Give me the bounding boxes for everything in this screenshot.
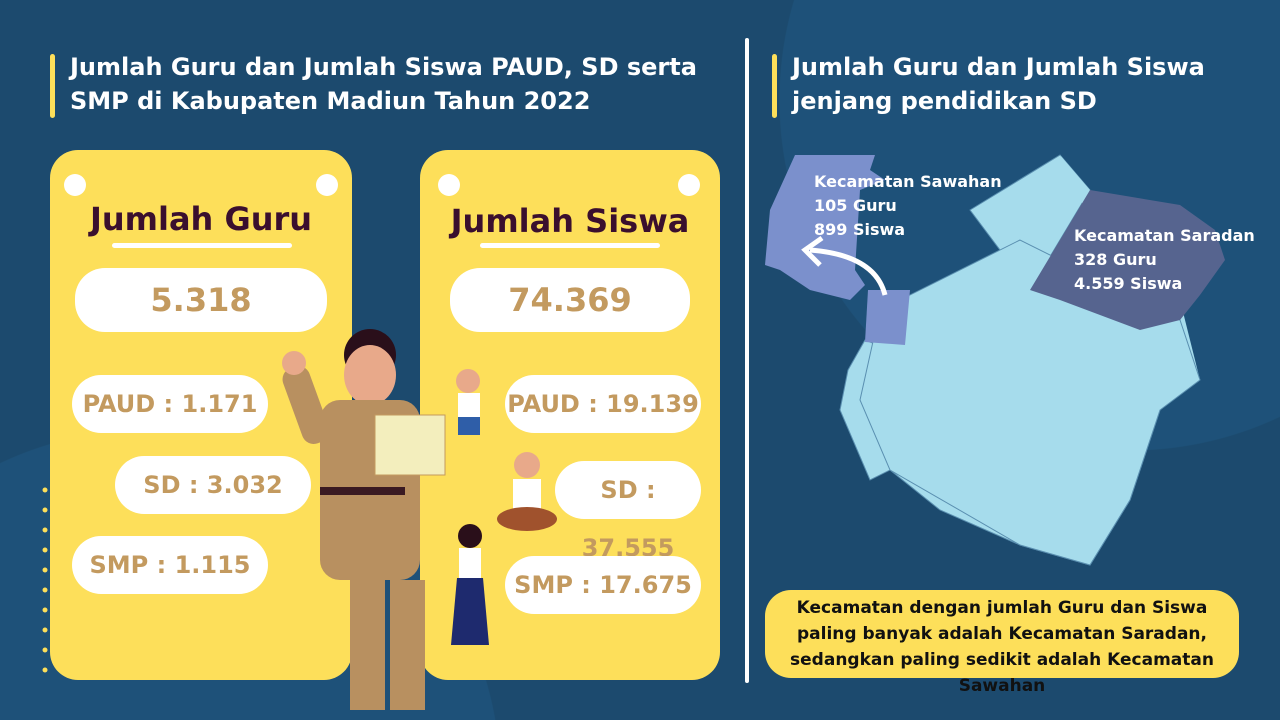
saradan-siswa: 4.559 Siswa: [1074, 274, 1183, 293]
siswa-sd: SD : 37.555: [555, 461, 701, 562]
card-hole: [438, 174, 460, 196]
sawahan-siswa: 899 Siswa: [814, 220, 906, 239]
divider: [745, 38, 749, 683]
saradan-name: Kecamatan Saradan: [1074, 226, 1255, 245]
dot: [42, 667, 48, 673]
siswa-title: Jumlah Siswa: [450, 202, 690, 240]
sawahan-name: Kecamatan Sawahan: [814, 172, 1002, 191]
underline: [480, 243, 660, 248]
guru-smp: SMP : 1.115: [72, 536, 268, 594]
dot: [42, 627, 48, 633]
sawahan-label: Kecamatan Sawahan 105 Guru 899 Siswa: [814, 170, 1002, 242]
arrow: [809, 247, 888, 296]
student-girl-illustration: [451, 524, 489, 645]
guru-card: Jumlah Guru 5.318 PAUD : 1.171 SD : 3.03…: [50, 150, 352, 680]
arrow-head-icon: [801, 235, 824, 267]
dot: [42, 547, 48, 553]
right-title: Jumlah Guru dan Jumlah Siswa jenjang pen…: [772, 50, 1232, 118]
saradan-region: [1030, 190, 1225, 330]
sawahan-region: [765, 155, 885, 300]
card-hole: [64, 174, 86, 196]
siswa-card: Jumlah Siswa 74.369 PAUD : 19.139 SD : 3…: [420, 150, 720, 680]
dot: [42, 507, 48, 513]
guru-sd: SD : 3.032: [115, 456, 311, 514]
siswa-paud: PAUD : 19.139: [505, 375, 701, 433]
guru-total: 5.318: [75, 268, 327, 332]
saradan-guru: 328 Guru: [1074, 250, 1157, 269]
dot: [42, 587, 48, 593]
underline: [112, 243, 292, 248]
map-region: [859, 239, 1201, 566]
dot: [42, 527, 48, 533]
dot: [42, 487, 48, 493]
sawahan-region-2: [865, 290, 910, 345]
summary-note: Kecamatan dengan jumlah Guru dan Siswa p…: [765, 590, 1239, 696]
card-hole: [316, 174, 338, 196]
left-title: Jumlah Guru dan Jumlah Siswa PAUD, SD se…: [50, 50, 730, 118]
card-hole: [678, 174, 700, 196]
sawahan-guru: 105 Guru: [814, 196, 897, 215]
teacher-illustration: [282, 329, 446, 710]
siswa-smp: SMP : 17.675: [505, 556, 701, 614]
siswa-total: 74.369: [450, 268, 690, 332]
dot: [42, 567, 48, 573]
guru-paud: PAUD : 1.171: [72, 375, 268, 433]
dot: [42, 607, 48, 613]
guru-title: Jumlah Guru: [89, 200, 313, 238]
madiun-map: [765, 154, 1225, 566]
student-illustration: [456, 369, 480, 435]
student-reading-illustration: [497, 452, 557, 531]
dot: [42, 647, 48, 653]
saradan-label: Kecamatan Saradan 328 Guru 4.559 Siswa: [1074, 224, 1255, 296]
